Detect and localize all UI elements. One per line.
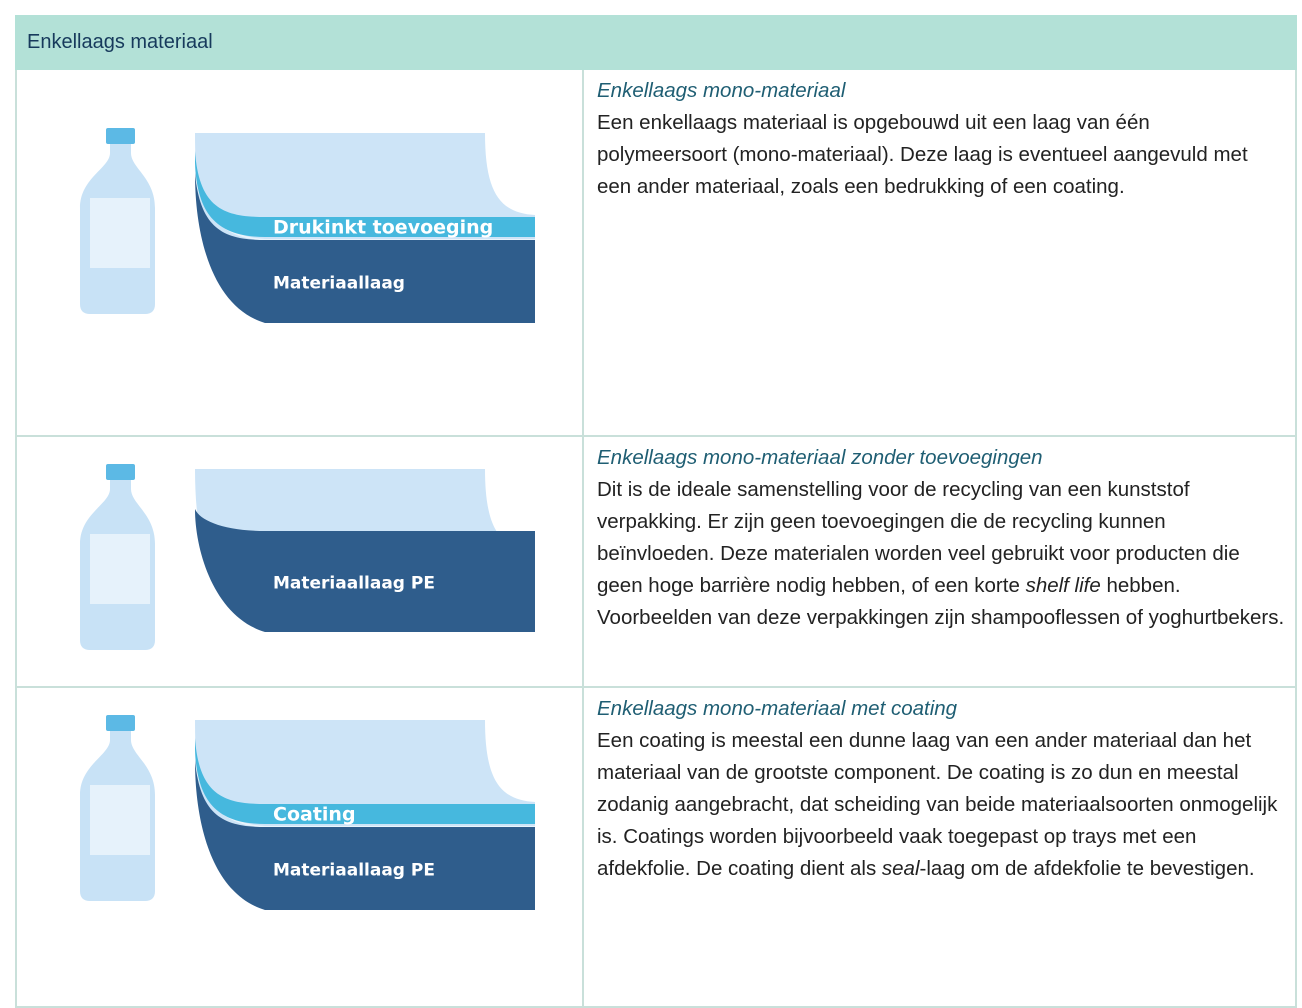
image-cell — [17, 70, 584, 435]
layer-label: Materiaallaag PE — [273, 574, 435, 594]
emphasis: shelf life — [1025, 574, 1101, 597]
body-text: Dit is de ideale samenstelling voor de r… — [597, 478, 1240, 597]
table: Enkellaags materiaal Enkellaags mono-mat… — [15, 15, 1297, 1008]
text-cell: Enkellaags mono-materiaal zonder toevoeg… — [584, 437, 1295, 686]
bottle-cap — [106, 715, 135, 731]
band-layer — [195, 738, 535, 824]
bottle-label — [90, 785, 150, 855]
base-layer — [195, 509, 535, 632]
bottle-label — [90, 198, 150, 268]
base-layer — [195, 173, 535, 323]
band-label: Drukinkt toevoeging — [273, 217, 493, 239]
base-layer — [195, 760, 535, 910]
table-header: Enkellaags materiaal — [15, 15, 1297, 70]
body-text: hebben. Voorbeelden van deze verpakkinge… — [597, 574, 1285, 629]
body-text: -laag om de afdekfolie te bevestigen. — [919, 857, 1255, 880]
bottle-cap — [106, 464, 135, 480]
row-body: Dit is de ideale samenstelling voor de r… — [597, 474, 1285, 634]
row-body: Een coating is meestal een dunne laag va… — [597, 725, 1285, 885]
layer-label: Materiaallaag — [273, 274, 405, 294]
row-title: Enkellaags mono-materiaal met coating — [597, 697, 958, 720]
image-cell — [17, 688, 584, 1006]
band-label: Coating — [273, 804, 356, 826]
body-text: Een enkellaags materiaal is opgebouwd ui… — [597, 111, 1248, 198]
emphasis: seal — [881, 857, 920, 880]
bottle-label — [90, 534, 150, 604]
body-text: Een coating is meestal een dunne laag va… — [597, 729, 1278, 880]
table-row: Enkellaags mono-materiaal zonder toevoeg… — [15, 437, 1297, 688]
band-layer — [195, 151, 535, 237]
row-title: Enkellaags mono-materiaal — [597, 79, 846, 102]
text-cell: Enkellaags mono-materiaal met coating Een… — [584, 688, 1295, 1006]
table-row: Enkellaags mono-materiaal Een enkellaags … — [15, 70, 1297, 437]
row-title: Enkellaags mono-materiaal zonder toevoeg… — [597, 446, 1043, 469]
layer-label: Materiaallaag PE — [273, 861, 435, 881]
row-body: Een enkellaags materiaal is opgebouwd ui… — [597, 107, 1285, 203]
table-body: Enkellaags mono-materiaal Een enkellaags … — [15, 70, 1297, 1008]
text-cell: Enkellaags mono-materiaal Een enkellaags … — [584, 70, 1295, 435]
bottle-cap — [106, 128, 135, 144]
image-cell — [17, 437, 584, 686]
table-row: Enkellaags mono-materiaal met coating Een… — [15, 688, 1297, 1008]
